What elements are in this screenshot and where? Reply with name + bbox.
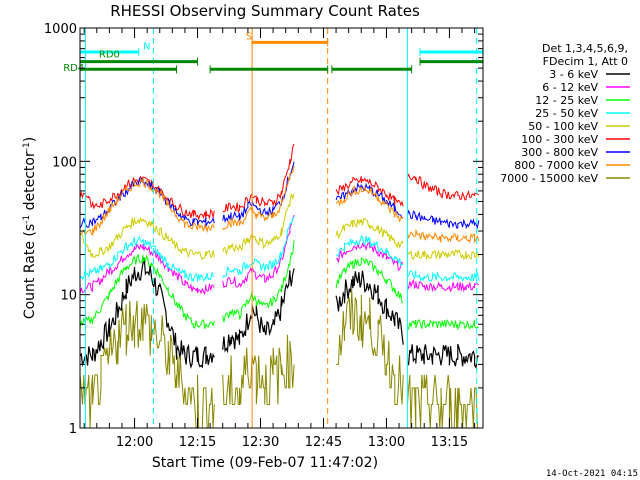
y-tick-label: 1000 [44,22,77,37]
x-axis-label: Start Time (09-Feb-07 11:47:02) [152,455,378,471]
series-line-8 [80,165,480,244]
legend-header: Det 1,3,4,5,6,9, [542,42,628,55]
series-line-4 [80,216,480,283]
interval-label-rd0: RD0 [99,50,120,61]
plot-frame [79,27,484,429]
y-tick-label: 1 [69,422,77,437]
series-line-5 [80,193,480,261]
legend-label: 300 - 800 keV [521,146,598,159]
footer-timestamp: 14-Oct-2021 04:15 [546,469,638,479]
interval-label-n: N [143,41,150,52]
marker-lines [84,28,478,428]
x-tick-label: 12:45 [305,435,342,450]
y-axis-label-exponent: -1 [22,142,32,151]
legend-label: 50 - 100 keV [528,120,598,133]
x-tick-label: 12:00 [116,435,153,450]
x-axis: 12:00 12:15 12:30 12:45 13:00 13:15 [83,28,476,450]
legend-label: 7000 - 15000 keV [500,172,598,185]
interval-label-s: S [246,31,252,42]
legend-label: 3 - 6 keV [549,68,598,81]
legend-label: 100 - 300 keV [521,133,598,146]
y-axis-label-part: ) [22,137,38,142]
legend-label: 6 - 12 keV [542,81,598,94]
legend-label: 12 - 25 keV [535,94,598,107]
y-axis-label-part: Count Rate (s [22,224,38,319]
y-tick-label: 100 [52,155,77,170]
series-line-3 [80,240,479,331]
legend-label: 800 - 7000 keV [514,159,598,172]
flag-intervals: N S RD0 RD4 [63,31,484,74]
y-axis-label: Count Rate (s-1 detector-1) [22,137,38,319]
series-line-6 [80,143,480,221]
series-line-1 [80,257,480,370]
chart-title: RHESSI Observing Summary Count Rates [110,2,420,20]
legend-header: FDecim 1, Att 0 [543,55,628,68]
y-tick-label: 10 [60,289,77,304]
x-tick-label: 12:15 [179,435,216,450]
x-tick-label: 12:30 [242,435,279,450]
y-axis: 1 10 100 1000 [44,22,483,437]
legend-label: 25 - 50 keV [535,107,598,120]
interval-label-rd4: RD4 [63,63,84,74]
series-line-2 [80,214,480,296]
series-line-9 [80,289,479,428]
x-tick-label: 13:00 [368,435,405,450]
y-axis-label-exponent: -1 [22,215,32,224]
x-tick-label: 13:15 [431,435,468,450]
legend: Det 1,3,4,5,6,9,FDecim 1, Att 03 - 6 keV… [500,42,630,185]
series-layer [80,143,480,428]
y-axis-label-part: detector [22,151,38,215]
